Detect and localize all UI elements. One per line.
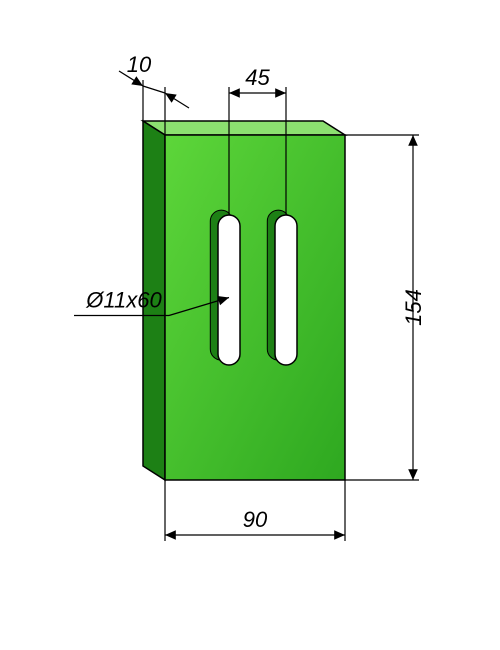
dim-slot-spacing: 45 xyxy=(245,65,270,90)
dim-slot-size: Ø11x60 xyxy=(85,288,162,313)
dim-height: 154 xyxy=(401,289,426,326)
scraper-plate xyxy=(143,121,345,480)
technical-drawing: 90 154 45 10 Ø11x60 xyxy=(0,0,500,650)
dim-width: 90 xyxy=(243,507,268,532)
dim-thickness: 10 xyxy=(127,52,152,77)
